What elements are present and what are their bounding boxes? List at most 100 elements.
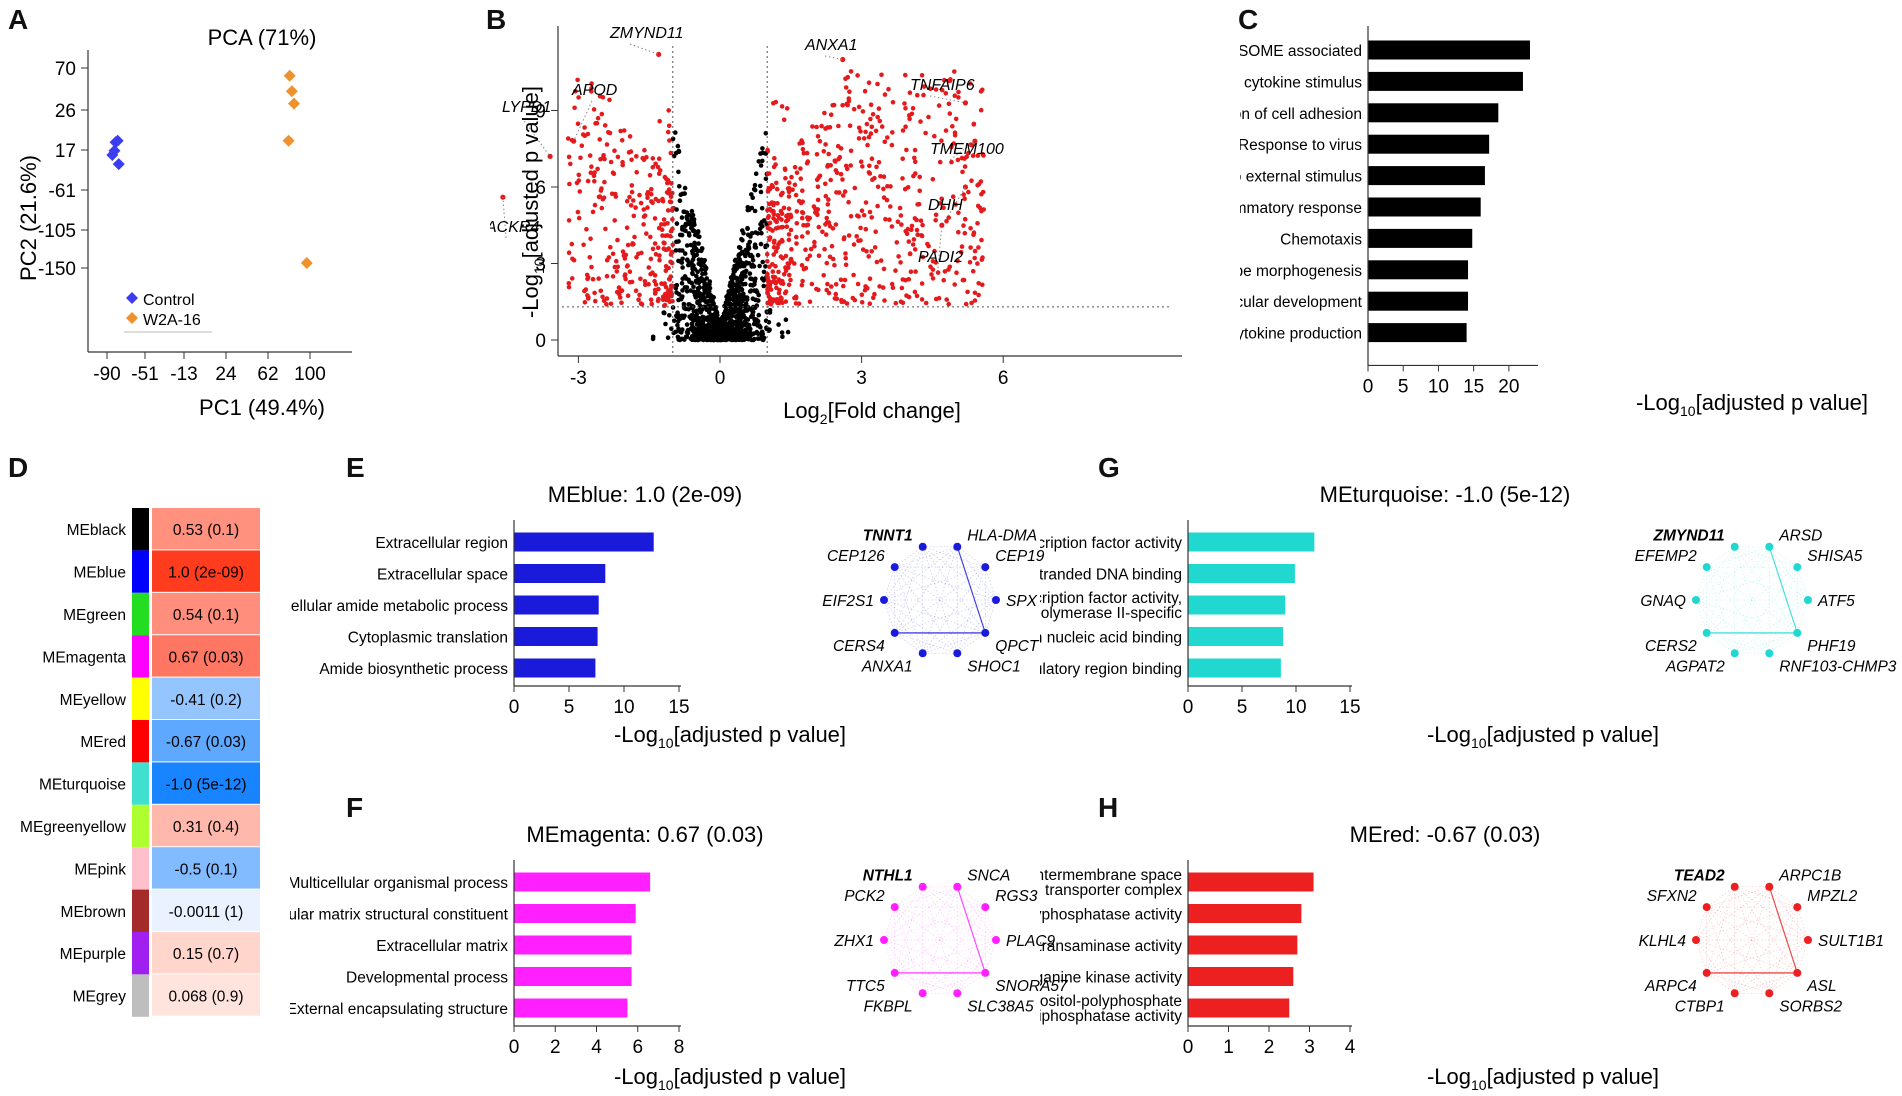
volcano-point-significant [798,176,804,181]
volcano-x-tick-label: 0 [715,368,726,389]
volcano-point-significant [833,168,839,173]
f-chart-network-edge [957,886,986,908]
volcano-point-significant [910,242,916,247]
volcano-point [682,209,687,215]
c-category-label: Positive regulation of cytokine producti… [1240,326,1362,343]
volcano-point [758,241,764,247]
h-chart-network-gene-label: SULT1B1 [1818,933,1884,950]
c-category-label: NABA MATRISOME associated [1240,43,1362,60]
volcano-point-significant [893,268,898,273]
volcano-point-significant [975,153,981,158]
c-x-tick-label: 5 [1398,376,1409,397]
volcano-gene-label: LYPD1 [502,99,551,116]
volcano-point [730,319,735,325]
volcano-point-significant [881,186,886,192]
volcano-point [728,334,733,339]
g-chart-network-gene-label: ARSD [1778,528,1822,545]
volcano-gene-label: ANXA1 [804,37,857,54]
h-chart-network-node [1765,882,1774,891]
volcano-point [706,285,711,290]
volcano-point-significant [628,203,634,208]
volcano-label-leader [937,225,943,269]
volcano-point-significant [909,227,914,233]
volcano-point-significant [778,254,784,259]
volcano-point-significant [933,260,939,265]
volcano-point-significant [822,110,827,116]
e-chart-network-gene-label: HLA-DMA [967,528,1037,545]
volcano-point-significant [886,86,891,92]
volcano-point-significant [767,220,773,226]
volcano-point [689,208,695,214]
volcano-point-significant [594,120,600,126]
volcano-point-significant [848,148,854,154]
volcano-point-significant [907,90,913,95]
f-chart-network-edge [883,886,924,941]
volcano-point-significant [650,164,656,170]
volcano-point-significant [598,288,604,294]
volcano-point-significant [786,206,792,211]
d-module-label: MEmagenta [42,649,126,666]
volcano-point-significant [856,238,861,243]
volcano-point-significant [952,69,957,74]
f-chart-network-edge [883,939,924,994]
volcano-point-significant [582,300,588,305]
h-chart-bar [1188,998,1290,1018]
volcano-point-significant [794,221,800,226]
h-chart-network-node [1793,968,1802,977]
volcano-point-significant [826,290,832,296]
g-chart-network-node [1692,596,1700,604]
d-heat-value: 0.31 (0.4) [173,819,239,836]
volcano-point [753,171,759,176]
volcano-point-significant [968,81,973,86]
volcano-gene-label: DHH [928,197,963,214]
volcano-point [671,330,676,336]
volcano-point-significant [577,189,583,194]
volcano-point-significant [765,300,771,306]
volcano-point-significant [595,166,600,172]
volcano-point-significant [775,201,780,206]
h-chart-x-tick-label: 3 [1304,1037,1315,1058]
volcano-point-significant [800,146,806,152]
volcano-point-significant [595,115,601,121]
volcano-point-significant [838,171,844,177]
volcano-point [729,329,735,335]
volcano-point-significant [827,254,833,260]
volcano-point-significant [968,226,973,231]
e-chart-network-edge [894,599,997,634]
volcano-point [752,320,758,326]
h-chart-bar [1188,935,1298,955]
volcano-point-significant [807,215,812,221]
volcano-point-significant [667,199,673,204]
pca-point-control [112,158,125,171]
volcano-point-significant [976,245,981,250]
volcano-point-significant [888,204,893,209]
volcano-point [677,198,683,203]
f-chart-network-edge [984,906,997,941]
volcano-point [752,336,757,342]
volcano-point-significant [812,239,817,245]
volcano-point-significant [943,91,949,96]
d-module-label: MEpurple [60,946,126,963]
volcano-point-significant [765,287,770,292]
f-chart-network-edge [922,886,997,941]
volcano-point [743,281,748,287]
volcano-point [689,313,694,318]
volcano-point [748,276,753,281]
volcano-point [748,282,753,288]
volcano-point [742,304,747,309]
f-chart-network-node [953,989,962,998]
volcano-point-significant [868,102,874,107]
f-chart-bar [514,872,651,892]
volcano-point [683,228,688,233]
volcano-point [753,297,759,303]
volcano-point [675,323,680,328]
volcano-point-significant [670,217,675,222]
volcano-point-significant [975,261,980,266]
h-chart-network-edge [1706,972,1735,994]
volcano-point-significant [979,237,984,243]
volcano-point-significant [848,163,853,168]
f-chart-network-gene-label: RGS3 [995,888,1038,905]
pca-x-tick-label: -13 [170,364,197,385]
volcano-point-significant [633,288,639,294]
volcano-point-significant [977,205,983,211]
